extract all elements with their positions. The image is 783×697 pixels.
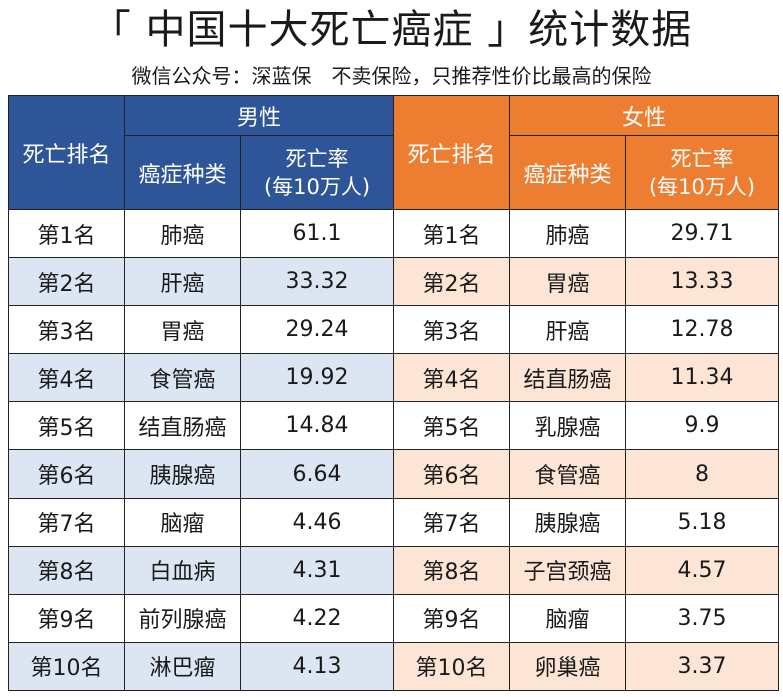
table-row: 第5名 结直肠癌 14.84 第5名 乳腺癌 9.9 <box>8 401 780 451</box>
male-rank-cell: 第9名 <box>8 593 125 643</box>
male-rate-cell: 4.22 <box>239 593 395 643</box>
male-rank-cell: 第5名 <box>8 401 125 451</box>
male-cancer-type-header: 癌症种类 <box>124 135 241 210</box>
cancer-stats-table: 死亡排名 男性 死亡排名 女性 癌症种类 死亡率 (每10万人) 癌症种类 死亡… <box>8 95 780 692</box>
female-rank-cell: 第3名 <box>393 305 511 355</box>
female-rank-cell: 第8名 <box>393 545 511 595</box>
female-group-header: 女性 <box>509 95 780 136</box>
female-rate-cell: 11.34 <box>625 353 780 403</box>
rate-header-line2: (每10万人) <box>263 174 371 199</box>
table-row: 第4名 食管癌 19.92 第4名 结直肠癌 11.34 <box>8 353 780 403</box>
male-cancer-cell: 白血病 <box>124 545 241 595</box>
male-cancer-cell: 肺癌 <box>124 208 241 259</box>
female-rank-cell: 第5名 <box>393 401 511 451</box>
male-rank-cell: 第10名 <box>8 641 125 692</box>
male-cancer-cell: 淋巴瘤 <box>124 641 241 692</box>
male-rank-cell: 第3名 <box>8 305 125 355</box>
page-subtitle: 微信公众号：深蓝保 不卖保险，只推荐性价比最高的保险 <box>131 64 652 88</box>
male-rate-header: 死亡率 (每10万人) <box>239 135 395 210</box>
male-cancer-cell: 结直肠癌 <box>124 401 241 451</box>
female-rank-header: 死亡排名 <box>393 95 511 210</box>
female-rank-cell: 第6名 <box>393 449 511 499</box>
table-row: 第3名 胃癌 29.24 第3名 肝癌 12.78 <box>8 305 780 355</box>
rate-header-line1: 死亡率 <box>670 146 734 171</box>
male-rate-cell: 6.64 <box>239 449 395 499</box>
female-cancer-cell: 结直肠癌 <box>509 353 627 403</box>
female-rate-header: 死亡率 (每10万人) <box>625 135 780 210</box>
male-rate-cell: 29.24 <box>239 305 395 355</box>
table-row: 第1名 肺癌 61.1 第1名 肺癌 29.71 <box>8 208 780 259</box>
female-rank-cell: 第4名 <box>393 353 511 403</box>
female-rate-cell: 13.33 <box>625 257 780 307</box>
male-rank-cell: 第4名 <box>8 353 125 403</box>
male-rank-cell: 第7名 <box>8 497 125 547</box>
male-rate-cell: 61.1 <box>239 208 395 259</box>
female-rate-cell: 5.18 <box>625 497 780 547</box>
male-rate-cell: 4.13 <box>239 641 395 692</box>
female-rate-cell: 29.71 <box>625 208 780 259</box>
male-rate-cell: 14.84 <box>239 401 395 451</box>
female-rate-cell: 12.78 <box>625 305 780 355</box>
male-rate-cell: 4.46 <box>239 497 395 547</box>
table-row: 第10名 淋巴瘤 4.13 第10名 卵巢癌 3.37 <box>8 641 780 692</box>
female-cancer-cell: 胃癌 <box>509 257 627 307</box>
female-cancer-cell: 子宫颈癌 <box>509 545 627 595</box>
female-rate-cell: 3.75 <box>625 593 780 643</box>
female-rank-cell: 第10名 <box>393 641 511 692</box>
female-rate-cell: 4.57 <box>625 545 780 595</box>
male-rank-header: 死亡排名 <box>8 95 125 210</box>
female-cancer-cell: 乳腺癌 <box>509 401 627 451</box>
rate-header-line1: 死亡率 <box>285 146 349 171</box>
female-rate-cell: 3.37 <box>625 641 780 692</box>
female-cancer-cell: 卵巢癌 <box>509 641 627 692</box>
male-rate-cell: 19.92 <box>239 353 395 403</box>
female-rank-cell: 第1名 <box>393 208 511 259</box>
female-rank-cell: 第9名 <box>393 593 511 643</box>
female-rank-cell: 第2名 <box>393 257 511 307</box>
table-row: 第2名 肝癌 33.32 第2名 胃癌 13.33 <box>8 257 780 307</box>
male-rank-cell: 第1名 <box>8 208 125 259</box>
male-rank-cell: 第2名 <box>8 257 125 307</box>
male-cancer-cell: 肝癌 <box>124 257 241 307</box>
table-row: 第7名 脑瘤 4.46 第7名 胰腺癌 5.18 <box>8 497 780 547</box>
female-cancer-cell: 肝癌 <box>509 305 627 355</box>
male-rank-cell: 第8名 <box>8 545 125 595</box>
male-rank-cell: 第6名 <box>8 449 125 499</box>
male-cancer-cell: 胰腺癌 <box>124 449 241 499</box>
female-rate-cell: 8 <box>625 449 780 499</box>
male-cancer-cell: 前列腺癌 <box>124 593 241 643</box>
male-cancer-cell: 脑瘤 <box>124 497 241 547</box>
female-cancer-cell: 食管癌 <box>509 449 627 499</box>
male-rate-cell: 4.31 <box>239 545 395 595</box>
female-cancer-cell: 脑瘤 <box>509 593 627 643</box>
female-rate-cell: 9.9 <box>625 401 780 451</box>
female-cancer-cell: 胰腺癌 <box>509 497 627 547</box>
rate-header-line2: (每10万人) <box>648 174 756 199</box>
table-row: 第8名 白血病 4.31 第8名 子宫颈癌 4.57 <box>8 545 780 595</box>
table-row: 第9名 前列腺癌 4.22 第9名 脑瘤 3.75 <box>8 593 780 643</box>
female-cancer-type-header: 癌症种类 <box>509 135 627 210</box>
male-group-header: 男性 <box>123 95 395 136</box>
page-title: 「 中国十大死亡癌症 」统计数据 <box>90 7 693 53</box>
table-row: 第6名 胰腺癌 6.64 第6名 食管癌 8 <box>8 449 780 499</box>
male-cancer-cell: 食管癌 <box>124 353 241 403</box>
male-rate-cell: 33.32 <box>239 257 395 307</box>
female-rank-cell: 第7名 <box>393 497 511 547</box>
female-cancer-cell: 肺癌 <box>509 208 627 259</box>
male-cancer-cell: 胃癌 <box>124 305 241 355</box>
